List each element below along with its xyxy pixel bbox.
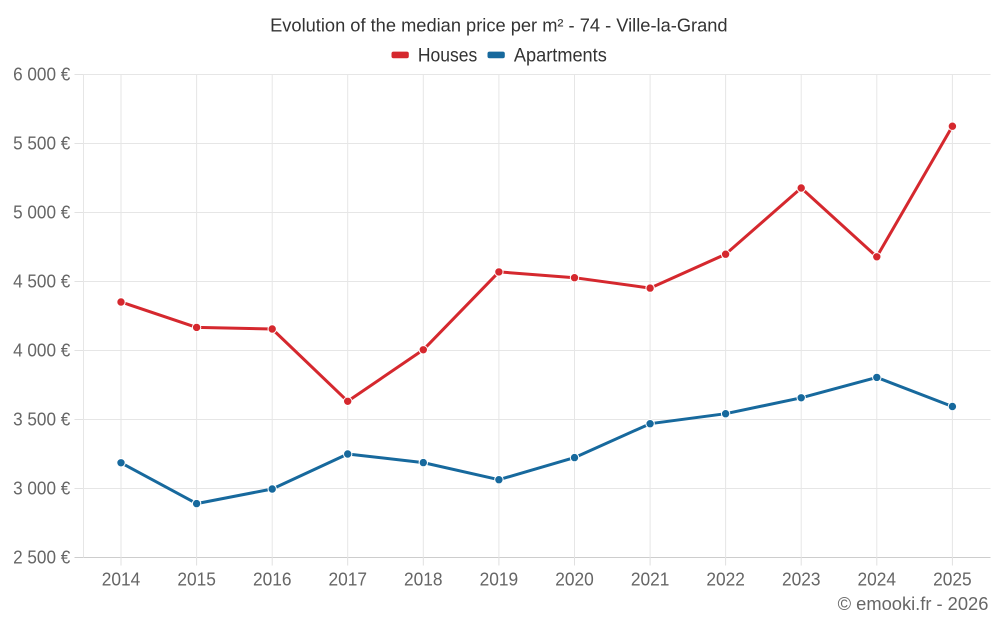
svg-text:2016: 2016 bbox=[253, 569, 292, 590]
svg-text:2019: 2019 bbox=[480, 569, 519, 590]
svg-text:Apartments: Apartments bbox=[514, 46, 607, 67]
svg-text:2021: 2021 bbox=[631, 569, 670, 590]
svg-text:4 000 €: 4 000 € bbox=[13, 339, 71, 360]
svg-text:4 500 €: 4 500 € bbox=[13, 270, 71, 291]
svg-text:2018: 2018 bbox=[404, 569, 443, 590]
svg-text:5 000 €: 5 000 € bbox=[13, 201, 71, 222]
svg-text:2015: 2015 bbox=[177, 569, 216, 590]
svg-text:2025: 2025 bbox=[933, 569, 972, 590]
svg-text:2020: 2020 bbox=[555, 569, 594, 590]
svg-text:3 500 €: 3 500 € bbox=[13, 408, 71, 429]
svg-text:2017: 2017 bbox=[328, 569, 367, 590]
svg-text:2 500 €: 2 500 € bbox=[13, 546, 71, 567]
svg-text:6 000 €: 6 000 € bbox=[13, 63, 71, 84]
svg-text:3 000 €: 3 000 € bbox=[13, 477, 71, 498]
svg-text:© emooki.fr - 2026: © emooki.fr - 2026 bbox=[838, 593, 989, 614]
svg-text:5 500 €: 5 500 € bbox=[13, 132, 71, 153]
svg-text:Evolution of the median price: Evolution of the median price per m² - 7… bbox=[270, 16, 727, 36]
svg-text:2022: 2022 bbox=[706, 569, 745, 590]
svg-text:2024: 2024 bbox=[858, 569, 897, 590]
svg-text:2023: 2023 bbox=[782, 569, 821, 590]
svg-text:Houses: Houses bbox=[418, 46, 477, 67]
svg-text:2014: 2014 bbox=[102, 569, 141, 590]
